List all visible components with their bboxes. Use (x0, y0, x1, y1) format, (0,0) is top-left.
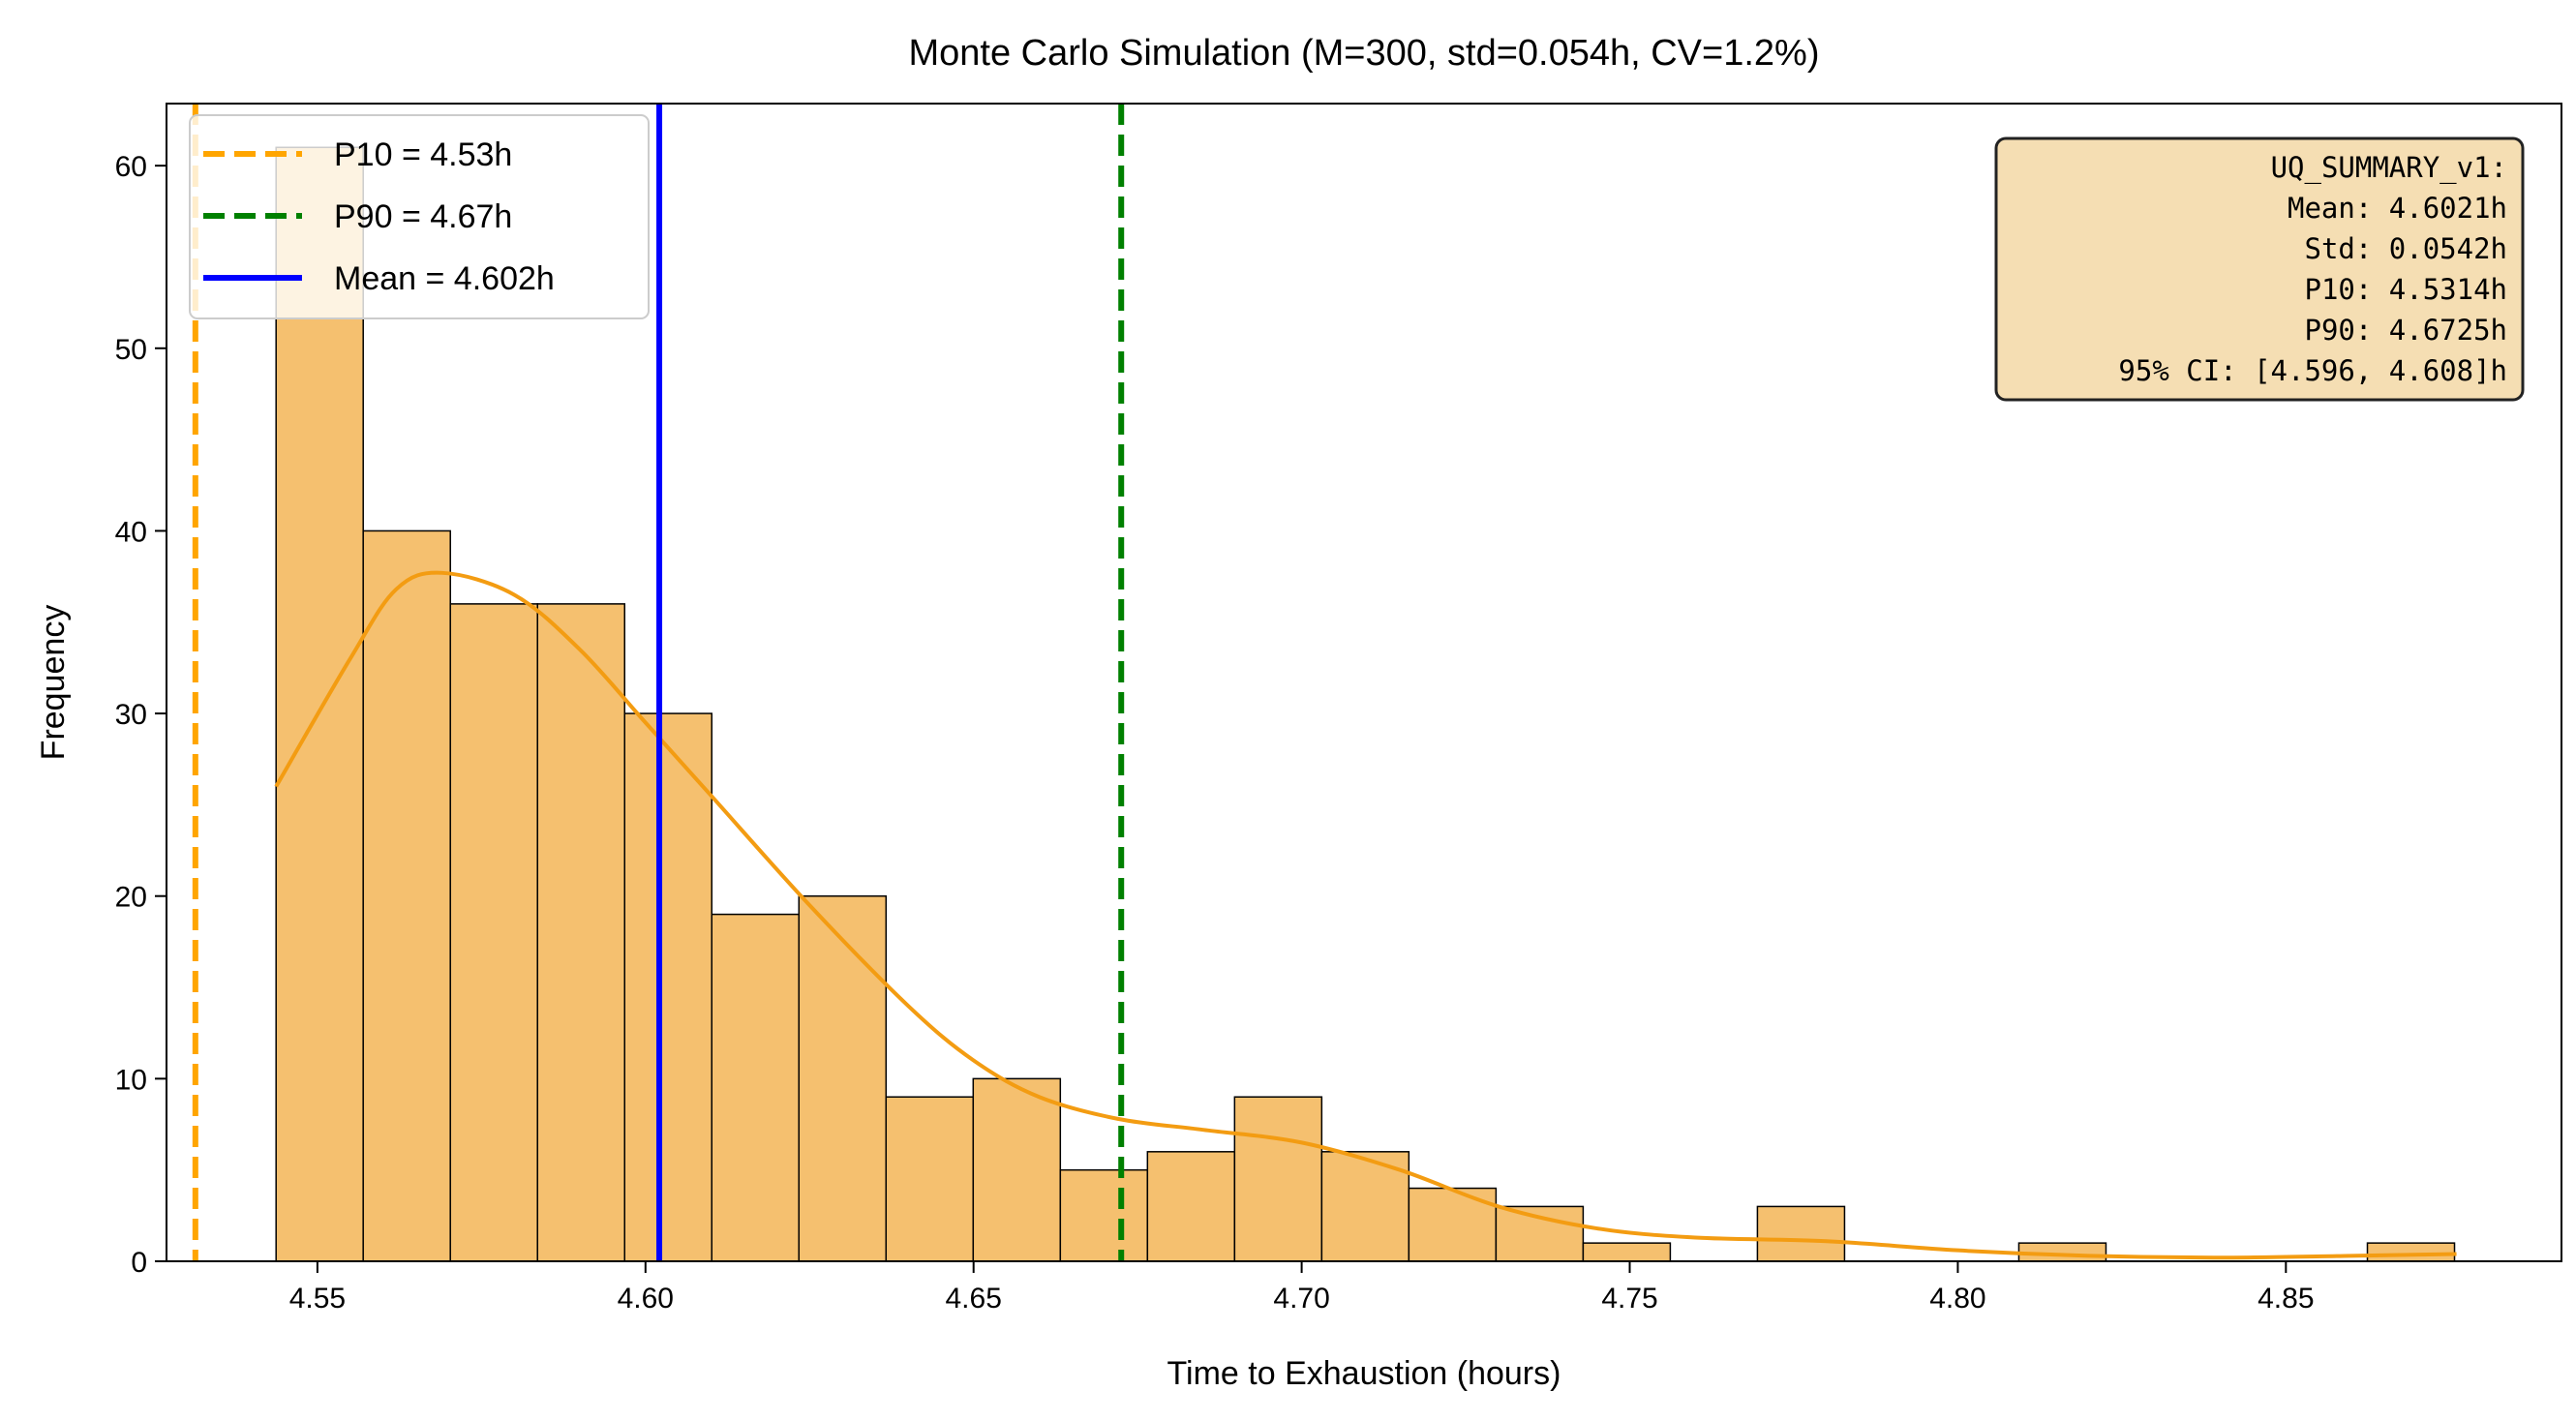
histogram-bar (275, 146, 364, 1262)
y-tick-label: 40 (115, 516, 147, 548)
x-tick-label: 4.65 (946, 1283, 1002, 1315)
histogram-bar (362, 529, 451, 1262)
legend: P10 = 4.53h P90 = 4.67h Mean = 4.602h (189, 114, 650, 319)
y-tick-label: 10 (115, 1064, 147, 1096)
legend-box (189, 114, 650, 319)
y-tick-label: 30 (115, 699, 147, 731)
histogram-bar (623, 712, 713, 1262)
histogram-bar (2366, 1242, 2456, 1262)
y-tick-label: 50 (115, 334, 147, 366)
histogram-bar (1059, 1168, 1149, 1262)
x-tick-label: 4.55 (289, 1283, 346, 1315)
x-tick-label: 4.60 (618, 1283, 674, 1315)
summary-box: UQ_SUMMARY_v1: Mean: 4.6021h Std: 0.0542h P… (1994, 136, 2525, 402)
histogram-bar (711, 913, 801, 1262)
histogram-bar (885, 1096, 975, 1262)
x-tick-label: 4.85 (2258, 1283, 2314, 1315)
summary-line: Mean: 4.6021h (2288, 192, 2507, 225)
histogram-bar (1756, 1205, 1846, 1262)
legend-label: P90 = 4.67h (334, 198, 512, 235)
summary-line: UQ_SUMMARY_v1: (2271, 151, 2507, 185)
histogram-bar (1146, 1151, 1236, 1262)
y-tick-label: 60 (115, 151, 147, 183)
histogram-bar (536, 603, 625, 1262)
axes-frame (166, 103, 2562, 1262)
histogram-bar (1582, 1242, 1672, 1262)
kde-curve (274, 570, 2457, 1260)
summary-box-background (1994, 136, 2525, 402)
histogram-bar (1495, 1205, 1585, 1262)
y-tick-label: 20 (115, 882, 147, 914)
summary-line: P90: 4.6725h (2304, 314, 2507, 347)
x-tick-label: 4.70 (1273, 1283, 1329, 1315)
legend-label: P10 = 4.53h (334, 136, 512, 173)
x-axis-ticks: 4.55 4.60 4.65 4.70 4.75 4.80 4.85 (289, 1261, 2315, 1315)
chart-title: Monte Carlo Simulation (M=300, std=0.054… (908, 33, 1819, 74)
y-axis-label: Frequency (35, 605, 72, 761)
histogram-bars (275, 146, 2456, 1262)
summary-line: 95% CI: [4.596, 4.608]h (2118, 354, 2507, 387)
histogram-bar (1408, 1187, 1498, 1262)
x-axis-label: Time to Exhaustion (hours) (1167, 1355, 1561, 1392)
summary-line: P10: 4.5314h (2304, 273, 2507, 306)
y-axis-ticks: 0 10 20 30 40 50 60 (115, 151, 167, 1279)
histogram-bar (972, 1077, 1062, 1262)
histogram-bar (449, 603, 538, 1262)
y-tick-label: 0 (131, 1247, 147, 1279)
legend-label: Mean = 4.602h (334, 260, 555, 297)
histogram-bar (798, 894, 888, 1262)
histogram-bar (1233, 1096, 1323, 1262)
x-tick-label: 4.80 (1929, 1283, 1985, 1315)
x-tick-label: 4.75 (1601, 1283, 1657, 1315)
summary-line: Std: 0.0542h (2304, 232, 2507, 265)
